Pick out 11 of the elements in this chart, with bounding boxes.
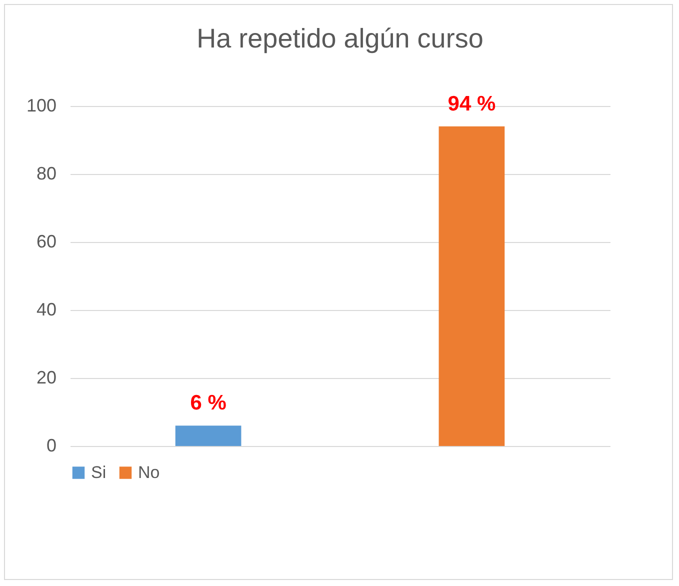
legend-label: No [138,462,160,482]
y-tick-label: 80 [36,164,56,184]
y-tick-label: 40 [36,300,56,320]
data-label: 6 % [190,392,227,415]
chart-title: Ha repetido algún curso [196,23,484,54]
y-tick-label: 20 [36,368,56,388]
y-tick-label: 0 [46,436,56,456]
y-tick-label: 100 [26,96,56,116]
legend-label: Si [91,462,106,482]
y-tick-label: 60 [36,232,56,252]
data-label: 94 % [448,92,496,116]
